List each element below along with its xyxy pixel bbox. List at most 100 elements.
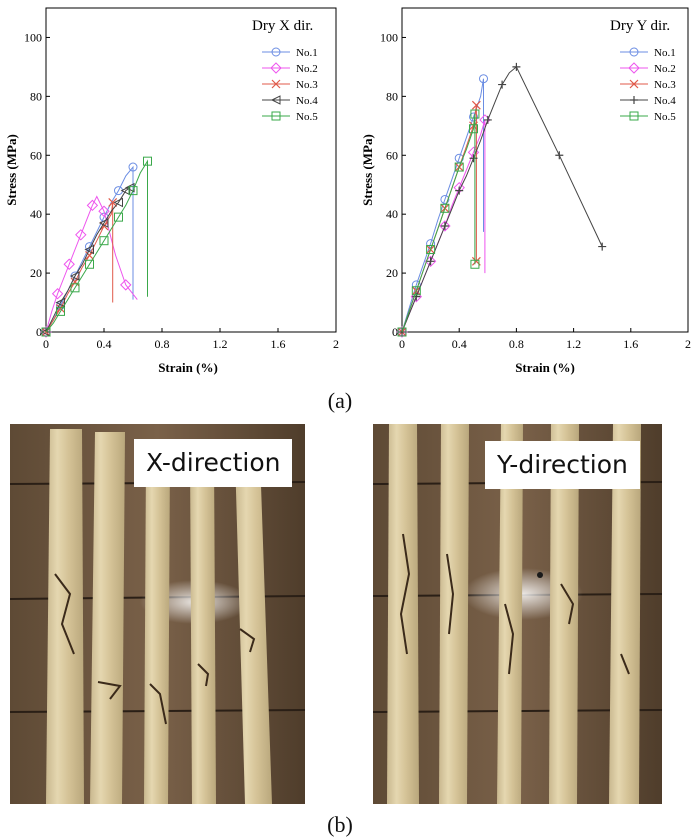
caption-a: (a) [327,388,353,413]
y-tick-label: 100 [380,30,398,44]
data-point [86,199,99,212]
x-tick-label: 0 [43,337,49,351]
charts-region: 0 0.4 0.8 1.2 1.6 2 0 20 40 60 80 100 Strain (%) Stre… [0,0,691,385]
data-point [120,279,132,291]
chart-title: Dry Y dir. [610,18,670,34]
x-tick-label: 2 [685,337,691,351]
legend-label: No.3 [296,79,318,91]
legend-marker [630,96,638,104]
data-point [440,221,449,230]
data-point [469,124,478,134]
data-point [69,271,80,281]
data-point [51,288,64,300]
y-tick-label: 20 [30,266,42,280]
data-point [598,242,607,251]
x-axis-label: Strain (%) [515,360,575,375]
data-point [128,162,138,172]
data-point [440,194,450,204]
data-point [41,327,51,337]
x-tick-label: 0.4 [97,337,112,351]
series-line [45,159,148,333]
data-point [108,197,118,207]
data-point [120,185,131,196]
legend-marker [629,111,639,121]
legend-marker [629,79,639,89]
x-tick-label: 0.4 [452,337,467,351]
data-point [426,245,436,255]
caption-b: (b) [327,812,353,837]
data-point [469,154,478,163]
x-tick-label: 0.8 [509,337,524,351]
series-No.5 [397,109,480,337]
series-No.5 [41,156,152,337]
data-point [114,212,123,222]
data-point [555,151,564,160]
data-point [40,326,52,338]
series-No.3 [397,100,481,337]
legend-marker [629,47,639,57]
data-point [439,220,451,232]
x-tick-label: 1.2 [213,337,228,351]
data-point [63,258,75,270]
legend-label: No.5 [654,111,676,123]
series-No.1 [397,74,489,337]
legend-label: No.2 [654,63,676,75]
data-point [426,257,435,266]
data-point [411,286,421,296]
y-tick-label: 60 [30,148,42,162]
x-tick-label: 1.6 [623,337,638,351]
series-line [401,66,603,333]
data-point [426,239,436,249]
data-point [70,283,80,293]
data-point [469,112,478,122]
x-tick-label: 0.8 [155,337,170,351]
x-tick-label: 2 [333,337,339,351]
y-tick-label: 80 [30,89,42,103]
data-point [479,74,489,84]
y-tick-label: 0 [36,325,42,339]
data-point [98,218,109,228]
data-point [498,80,507,89]
x-axis-label: Strain (%) [158,360,218,375]
legend-marker [271,111,281,121]
x-tick-label: 1.6 [271,337,286,351]
series-No.2 [40,195,138,338]
legend-label: No.4 [296,95,318,107]
legend-label: No.1 [296,47,318,59]
data-point [483,115,492,124]
legend-marker [271,47,281,57]
data-point [143,156,152,166]
legend-label: No.5 [296,111,318,123]
x-tick-label: 0 [399,337,405,351]
series-No.4 [398,62,607,336]
specimens-x-image [10,424,305,804]
data-point [471,100,481,110]
data-point [99,236,109,246]
series-line [401,113,476,333]
plot-frame [401,7,689,333]
data-point [128,186,138,196]
data-point [470,259,480,269]
y-tick-label: 80 [386,89,398,103]
data-point [98,205,110,217]
y-direction-label: Y-direction [485,441,640,489]
photo-x-direction: X-direction [10,424,305,804]
data-point [455,186,464,195]
legend-marker [271,79,281,89]
data-point [412,292,421,301]
legend-marker [628,62,640,74]
x-direction-label: X-direction [134,439,293,487]
chart-title: Dry X dir. [252,18,313,34]
x-tick-label: 1.2 [566,337,581,351]
data-point [512,62,521,71]
plot-frame [45,7,337,333]
data-point [85,259,94,269]
series-line [45,187,131,333]
data-point [55,297,65,308]
legend-label: No.1 [654,47,676,59]
data-point [397,327,407,337]
y-tick-label: 20 [386,266,398,280]
